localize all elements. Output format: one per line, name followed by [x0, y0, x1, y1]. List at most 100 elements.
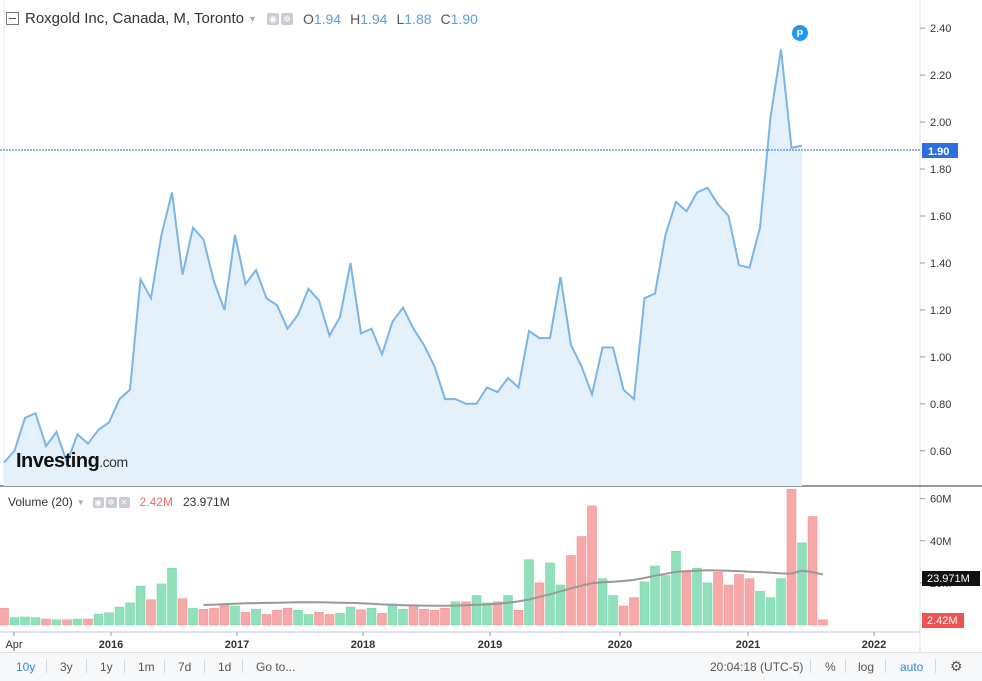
volume-bar	[703, 583, 712, 625]
high-label: H	[350, 11, 360, 27]
volume-bar	[273, 610, 282, 625]
volume-bar	[661, 576, 670, 625]
volume-bar	[693, 568, 702, 625]
volume-bar	[514, 610, 523, 625]
price-tag: 1.90	[928, 146, 949, 158]
volume-bar	[94, 614, 103, 625]
volume-bar	[63, 620, 72, 625]
volume-bar	[10, 618, 19, 625]
time-tick-label: 2017	[225, 639, 249, 651]
volume-bar	[84, 619, 93, 625]
price-tick-label: 2.20	[930, 70, 951, 82]
eye-icon[interactable]: ◉	[267, 13, 279, 25]
volume-bar	[252, 609, 261, 625]
volume-bar	[724, 585, 733, 625]
gear-icon[interactable]: ✲	[106, 497, 117, 508]
volume-bar	[199, 609, 208, 625]
volume-bar	[441, 608, 450, 625]
volume-title: Volume (20)	[8, 495, 73, 509]
price-tick-label: 2.00	[930, 117, 951, 129]
volume-bar-chart	[0, 489, 828, 625]
volume-bar	[598, 579, 607, 625]
range-7d[interactable]: 7d	[178, 660, 191, 674]
volume-bar	[714, 572, 723, 625]
volume-bar	[745, 579, 754, 625]
volume-bar	[304, 614, 313, 625]
volume-bar	[367, 608, 376, 625]
chevron-down-icon[interactable]: ▼	[77, 498, 85, 507]
volume-bar	[682, 572, 691, 625]
chart-title: Roxgold Inc, Canada, M, Toronto	[25, 10, 244, 27]
volume-bar	[619, 606, 628, 625]
gear-icon[interactable]: ⚙	[950, 658, 963, 675]
volume-bar	[157, 584, 166, 625]
volume-bar	[168, 568, 177, 625]
volume-bar	[798, 543, 807, 625]
volume-bar	[819, 620, 828, 625]
log-toggle[interactable]: log	[858, 660, 874, 674]
volume-legend: Volume (20) ▼ ◉ ✲ ✕ 2.42M 23.971M	[8, 495, 230, 509]
goto-button[interactable]: Go to...	[256, 660, 295, 674]
eye-icon[interactable]: ◉	[93, 497, 104, 508]
volume-bar	[535, 583, 544, 625]
percent-toggle[interactable]: %	[825, 660, 836, 674]
time-tick-label: 2022	[862, 639, 886, 651]
chevron-down-icon[interactable]: ▼	[248, 14, 257, 24]
close-icon[interactable]: ✕	[119, 497, 130, 508]
volume-bar	[0, 608, 9, 625]
open-value: 1.94	[314, 11, 341, 27]
auto-toggle[interactable]: auto	[900, 660, 923, 674]
volume-bar	[483, 603, 492, 625]
volume-bar	[420, 609, 429, 625]
volume-bar	[262, 614, 271, 625]
volume-bar	[766, 598, 775, 625]
volume-bar	[231, 606, 240, 625]
price-tick-label: 0.80	[930, 399, 951, 411]
volume-bar	[325, 614, 334, 625]
volume-bar	[378, 613, 387, 625]
range-1d[interactable]: 1d	[218, 660, 231, 674]
volume-bar	[31, 618, 40, 625]
volume-bar	[577, 537, 586, 625]
price-y-axis: 0.600.801.001.201.401.601.802.002.202.40	[920, 23, 951, 458]
volume-bar	[136, 586, 145, 625]
range-1y[interactable]: 1y	[100, 660, 113, 674]
volume-bar	[147, 600, 156, 625]
volume-bar	[630, 598, 639, 625]
volume-last-value: 2.42M	[140, 495, 173, 509]
price-tick-label: 2.40	[930, 23, 951, 35]
volume-bar	[430, 610, 439, 625]
time-tick-label: 2018	[351, 639, 375, 651]
gear-icon[interactable]: ✲	[281, 13, 293, 25]
volume-bar	[504, 596, 513, 625]
volume-bar	[357, 610, 366, 625]
time-tick-label: Apr	[5, 639, 22, 651]
volume-bar	[178, 599, 187, 625]
bottom-toolbar: 10y 3y 1y 1m 7d 1d Go to... 20:04:18 (UT…	[0, 652, 982, 681]
price-tick-label: 1.40	[930, 258, 951, 270]
range-3y[interactable]: 3y	[60, 660, 73, 674]
volume-bar	[588, 506, 597, 625]
collapse-icon[interactable]	[6, 12, 19, 25]
investing-logo: Investing.com	[16, 450, 128, 473]
volume-bar	[409, 605, 418, 625]
time-tick-label: 2021	[736, 639, 760, 651]
volume-bar	[315, 612, 324, 625]
volume-bar	[220, 605, 229, 625]
volume-bar	[126, 603, 135, 625]
volume-bar	[756, 591, 765, 625]
range-10y[interactable]: 10y	[16, 660, 35, 674]
volume-bar	[525, 560, 534, 625]
volume-tick-label: 60M	[930, 494, 951, 506]
volume-bar	[283, 608, 292, 625]
high-value: 1.94	[360, 11, 387, 27]
range-1m[interactable]: 1m	[138, 660, 155, 674]
vol-ma-tag: 23.971M	[927, 573, 970, 585]
volume-bar	[336, 613, 345, 625]
low-value: 1.88	[404, 11, 431, 27]
volume-bar	[294, 610, 303, 625]
ohlc-values: O1.94 H1.94 L1.88 C1.90	[303, 11, 478, 27]
volume-bar	[399, 609, 408, 625]
volume-bar	[42, 619, 51, 625]
